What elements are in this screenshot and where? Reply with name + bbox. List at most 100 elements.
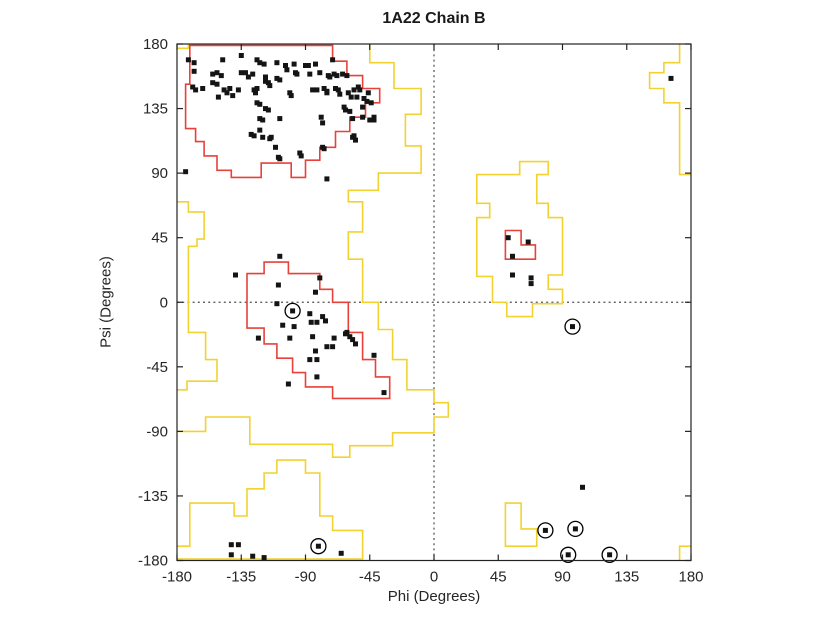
data-point — [510, 272, 515, 278]
data-point — [331, 71, 337, 77]
data-point — [218, 73, 224, 79]
data-point — [214, 81, 220, 87]
x-tick-label: -135 — [226, 569, 256, 586]
data-point — [344, 329, 350, 335]
data-point — [348, 94, 354, 100]
contour-allowed-region — [678, 545, 691, 561]
data-point — [525, 239, 531, 245]
data-point — [353, 137, 358, 143]
y-tick-label: 135 — [143, 101, 168, 118]
y-tick-label: 180 — [143, 36, 168, 53]
data-point — [350, 337, 356, 343]
outlier-circle — [537, 522, 554, 539]
x-tick-label: 45 — [490, 569, 507, 586]
data-point — [307, 357, 313, 363]
data-point — [291, 61, 297, 67]
data-point — [260, 117, 266, 123]
x-tick-label: 90 — [554, 569, 571, 586]
data-point — [347, 108, 353, 114]
data-point — [528, 281, 534, 287]
data-point — [193, 87, 199, 93]
data-point — [344, 73, 350, 79]
data-point — [337, 91, 343, 97]
data-point — [510, 253, 515, 259]
outlier-circle — [567, 520, 584, 538]
data-point — [235, 87, 241, 93]
data-point — [313, 289, 318, 295]
outlier-circle — [560, 546, 577, 563]
y-tick-label: -45 — [146, 359, 168, 376]
data-point — [287, 90, 293, 96]
outlier-point — [607, 552, 613, 558]
data-point — [224, 90, 230, 96]
data-point — [277, 253, 283, 259]
data-point — [261, 61, 267, 67]
data-point — [200, 86, 206, 91]
data-point — [185, 57, 191, 63]
y-axis-label: Psi (Degrees) — [97, 256, 115, 348]
outlier-point — [565, 552, 571, 558]
data-point — [183, 169, 189, 175]
outlier-circle — [310, 538, 327, 555]
data-point — [251, 87, 257, 93]
data-point — [268, 134, 274, 140]
data-point — [330, 344, 336, 350]
data-point — [314, 319, 320, 325]
outlier-point — [572, 526, 578, 532]
data-point — [265, 80, 271, 86]
data-point — [333, 86, 338, 91]
outlier-point — [290, 308, 296, 314]
data-point — [314, 374, 320, 380]
data-point — [221, 87, 227, 93]
data-point — [253, 90, 258, 96]
data-point — [505, 235, 511, 241]
contour-allowed-region — [177, 44, 190, 50]
data-point — [260, 134, 266, 140]
data-point — [347, 334, 353, 340]
data-point — [371, 352, 377, 358]
data-point — [334, 73, 340, 79]
data-point — [351, 133, 357, 139]
contour-core-region — [246, 261, 391, 400]
data-point — [257, 60, 263, 66]
data-point — [277, 77, 283, 83]
data-point — [308, 319, 314, 325]
data-point — [365, 90, 371, 96]
data-point — [350, 116, 356, 122]
data-point — [275, 282, 281, 288]
data-point — [263, 106, 268, 112]
data-point — [283, 63, 288, 68]
data-point — [323, 318, 328, 324]
data-point — [267, 83, 273, 89]
plot-title: 1A22 Chain B — [382, 10, 486, 27]
data-point — [313, 348, 318, 354]
contour-allowed-region — [177, 459, 364, 560]
x-tick-label: 135 — [614, 569, 639, 586]
data-point — [335, 87, 341, 93]
data-point — [273, 144, 278, 150]
data-point — [317, 70, 323, 76]
data-point — [291, 324, 297, 330]
data-point — [338, 550, 344, 556]
outlier-circle — [564, 318, 581, 335]
data-point — [230, 93, 236, 99]
data-point — [238, 53, 244, 58]
data-point — [303, 63, 308, 68]
x-tick-label: 180 — [678, 569, 703, 586]
y-tick-label: 90 — [151, 165, 168, 182]
outlier-point — [570, 324, 575, 330]
data-point — [215, 94, 221, 100]
data-point — [580, 484, 585, 490]
data-point — [274, 301, 280, 307]
data-point — [228, 542, 234, 548]
data-point — [310, 87, 316, 93]
data-point — [235, 542, 241, 548]
data-point — [297, 150, 303, 156]
data-point — [274, 60, 280, 66]
x-tick-label: -45 — [359, 569, 381, 586]
data-point — [238, 70, 244, 76]
data-point — [353, 341, 358, 347]
contour-allowed-region — [648, 44, 691, 176]
data-point — [285, 381, 291, 387]
data-point — [327, 74, 333, 80]
